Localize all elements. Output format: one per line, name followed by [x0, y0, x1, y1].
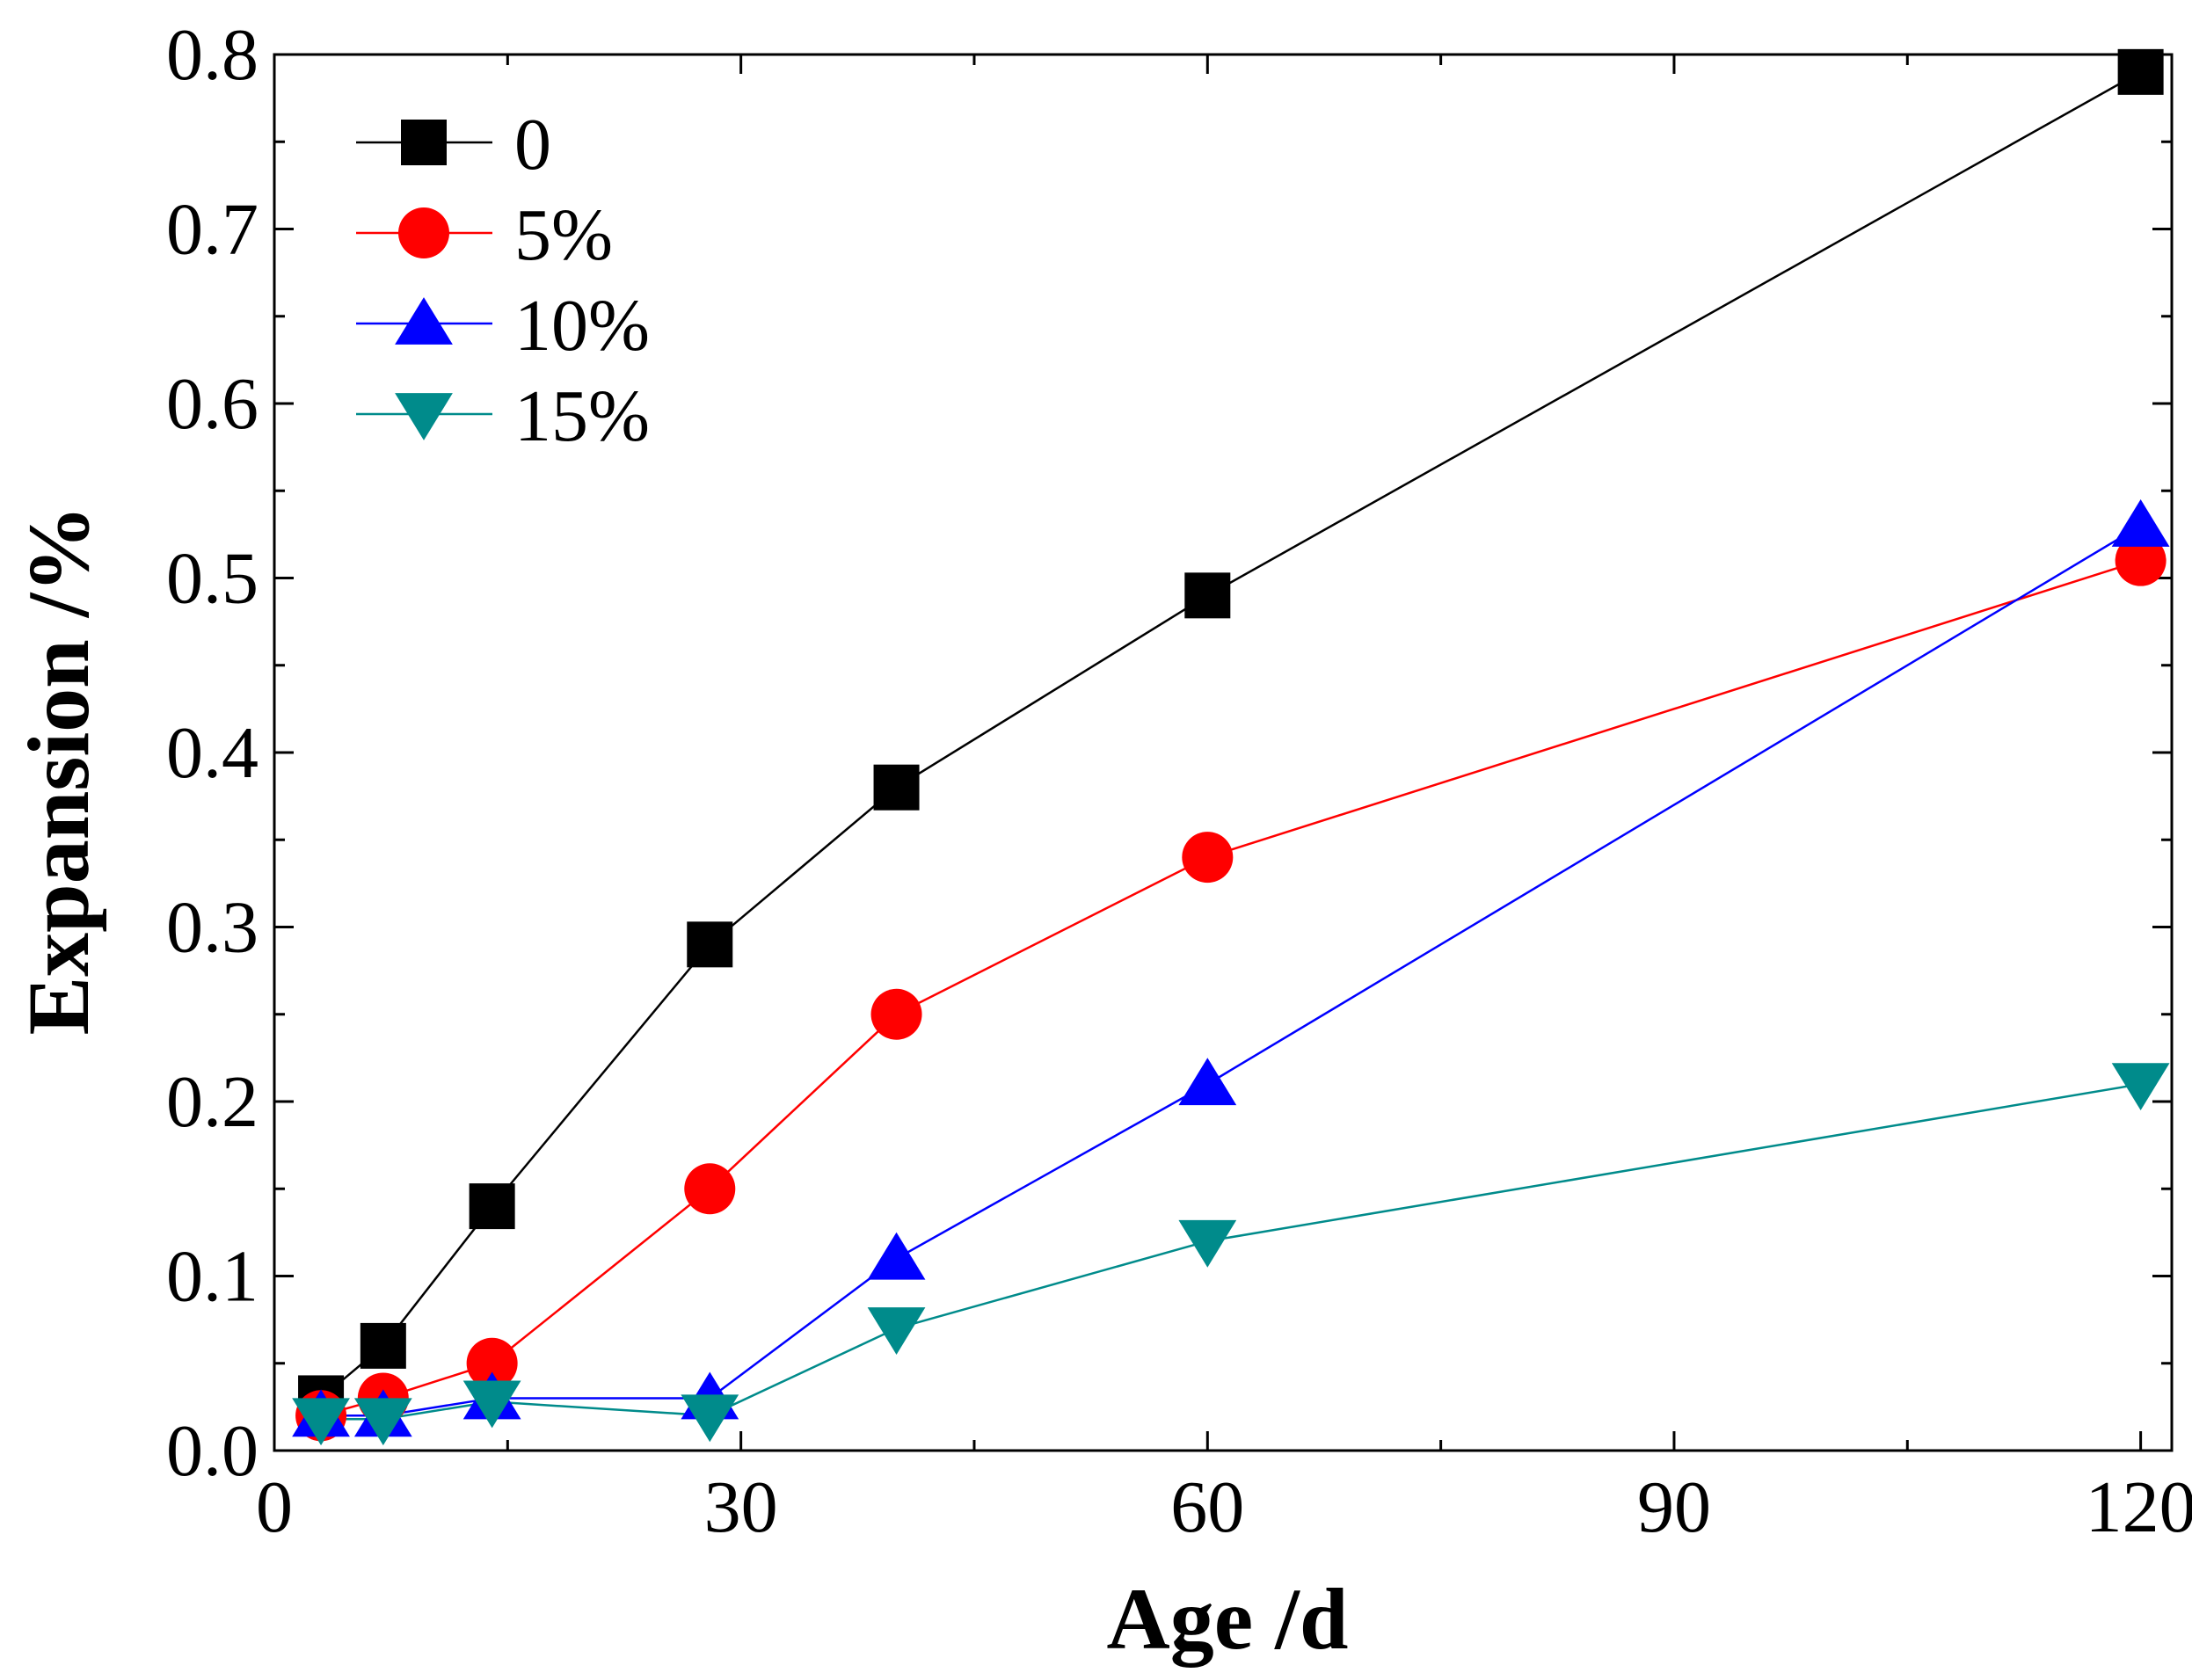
data-point-2-6 [2111, 499, 2170, 547]
data-point-0-4 [873, 764, 920, 811]
x-axis-title: Age /d [1107, 1570, 1349, 1668]
legend-label-2: 10% [514, 285, 650, 367]
legend-label-1: 5% [514, 194, 613, 276]
x-tick-label: 60 [1170, 1466, 1244, 1548]
data-point-3-3 [681, 1394, 739, 1443]
data-point-3-4 [867, 1307, 926, 1355]
y-tick-label: 0.8 [166, 14, 259, 96]
y-axis-title: Expansion /% [10, 505, 107, 1035]
legend-marker-2 [395, 297, 453, 345]
series-line-3 [321, 1082, 2141, 1421]
y-tick-label: 0.3 [166, 887, 259, 969]
data-point-1-3 [684, 1163, 736, 1215]
x-tick-label: 30 [704, 1466, 778, 1548]
data-point-0-2 [469, 1183, 515, 1230]
data-point-3-1 [353, 1398, 412, 1446]
data-point-3-2 [462, 1380, 521, 1429]
legend-marker-1 [398, 207, 449, 258]
axis-ticks: 0 30 60 90 120 0.0 0.1 0.2 0.3 0.4 0.5 0.6 0.7 0.8 [166, 14, 2192, 1548]
data-point-3-6 [2111, 1063, 2170, 1111]
data-point-1-5 [1182, 832, 1234, 884]
data-point-0-1 [360, 1322, 406, 1369]
data-point-1-6 [2115, 535, 2167, 586]
data-point-3-5 [1178, 1219, 1237, 1268]
legend-marker-0 [401, 120, 447, 165]
legend-label-3: 15% [514, 375, 650, 457]
x-tick-label: 0 [256, 1466, 293, 1548]
data-point-1-2 [466, 1337, 518, 1389]
y-tick-label: 0.6 [166, 363, 259, 445]
y-tick-label: 0.4 [166, 712, 259, 794]
data-point-3-0 [292, 1398, 350, 1446]
y-tick-label: 0.1 [166, 1236, 259, 1318]
series-markers [292, 48, 2170, 1446]
data-point-0-3 [687, 921, 733, 968]
y-tick-label: 0.0 [166, 1410, 259, 1492]
data-point-2-4 [867, 1232, 926, 1280]
data-point-0-5 [1184, 572, 1231, 619]
data-point-1-4 [870, 988, 922, 1040]
x-tick-label: 90 [1637, 1466, 1711, 1548]
y-tick-label: 0.2 [166, 1061, 259, 1143]
data-point-2-5 [1178, 1058, 1237, 1106]
x-tick-label: 120 [2086, 1466, 2192, 1548]
legend: 0 5% 10%15% [356, 104, 650, 457]
y-tick-label: 0.7 [166, 189, 259, 271]
legend-marker-3 [395, 393, 453, 440]
legend-label-0: 0 [514, 104, 551, 185]
data-point-0-6 [2117, 48, 2164, 95]
y-tick-label: 0.5 [166, 538, 259, 620]
